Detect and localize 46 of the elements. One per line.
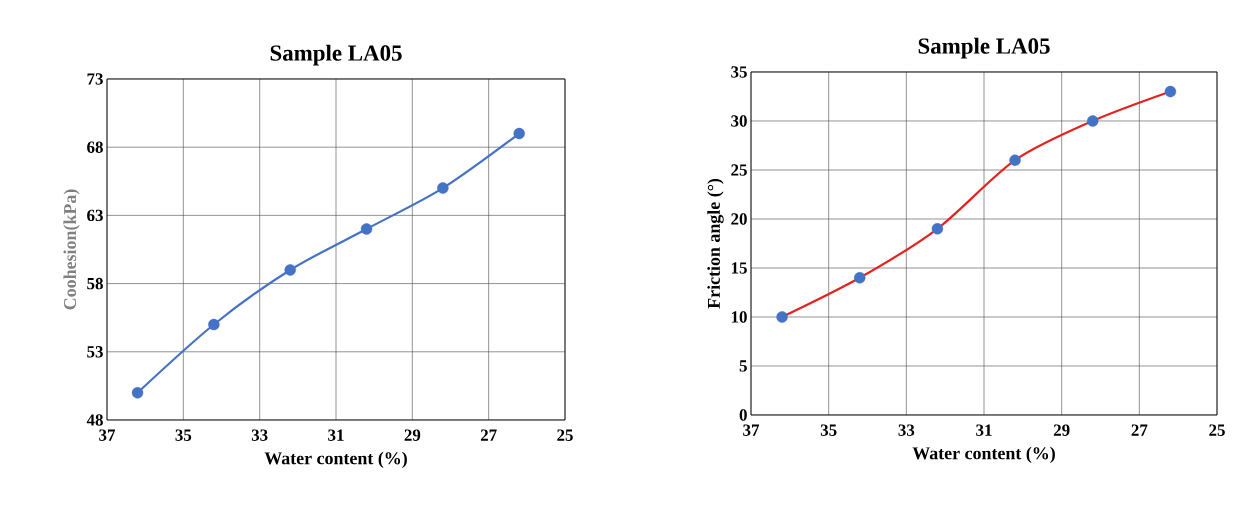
y-tick-label: 35 bbox=[731, 66, 747, 78]
x-tick-label: 27 bbox=[480, 429, 497, 441]
x-axis-title: Water content (%) bbox=[264, 451, 407, 468]
chart-title: Sample LA05 bbox=[270, 44, 402, 66]
chart-title: Sample LA05 bbox=[918, 37, 1050, 59]
y-tick-label: 48 bbox=[86, 414, 103, 426]
y-tick-label: 15 bbox=[731, 262, 747, 274]
y-tick-label: 30 bbox=[731, 115, 747, 127]
x-tick-label: 35 bbox=[175, 429, 192, 441]
point bbox=[437, 182, 449, 194]
point bbox=[776, 311, 788, 323]
point bbox=[360, 223, 373, 235]
point bbox=[931, 223, 944, 235]
x-tick-label: 25 bbox=[1209, 424, 1225, 436]
y-tick-label: 25 bbox=[731, 164, 747, 176]
y-tick-label: 10 bbox=[731, 311, 747, 323]
y-axis-title: Coohesion(kPa) bbox=[63, 189, 80, 310]
point bbox=[284, 264, 296, 276]
x-tick-label: 31 bbox=[328, 429, 344, 441]
y-tick-label: 5 bbox=[739, 360, 747, 372]
y-tick-label: 73 bbox=[87, 73, 103, 85]
y-axis-title: Friction angle (°) bbox=[707, 178, 724, 309]
point bbox=[131, 387, 144, 399]
x-tick-label: 25 bbox=[557, 429, 573, 441]
point bbox=[854, 272, 866, 284]
point bbox=[208, 318, 220, 331]
x-tick-label: 29 bbox=[1053, 424, 1070, 436]
x-tick-label: 37 bbox=[743, 424, 760, 436]
y-tick-label: 0 bbox=[739, 409, 747, 421]
point bbox=[513, 127, 525, 140]
point bbox=[1164, 85, 1177, 98]
x-tick-label: 37 bbox=[99, 429, 116, 441]
x-tick-label: 29 bbox=[404, 429, 421, 441]
y-tick-label: 68 bbox=[87, 141, 103, 153]
y-tick-label: 53 bbox=[87, 346, 103, 358]
x-axis-title: Water content (%) bbox=[912, 446, 1055, 463]
point bbox=[1009, 154, 1021, 166]
point bbox=[1087, 115, 1099, 127]
y-tick-label: 20 bbox=[731, 213, 747, 225]
y-tick-label: 58 bbox=[87, 277, 103, 290]
x-tick-label: 31 bbox=[976, 424, 992, 436]
x-tick-label: 35 bbox=[820, 424, 837, 436]
x-tick-label: 33 bbox=[898, 424, 915, 436]
y-tick-label: 63 bbox=[87, 209, 103, 222]
x-tick-label: 33 bbox=[251, 429, 268, 441]
x-tick-label: 27 bbox=[1131, 424, 1148, 436]
